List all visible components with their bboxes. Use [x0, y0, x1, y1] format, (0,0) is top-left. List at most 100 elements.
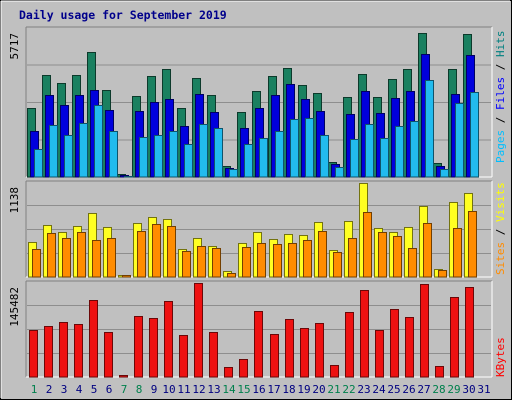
bar-kbytes [345, 312, 354, 378]
bar-sites [152, 224, 161, 278]
bar-kbytes [330, 365, 339, 378]
bar-kbytes [465, 287, 474, 378]
day-label: 15 [237, 383, 250, 396]
bar-sites [468, 211, 477, 278]
bar-pages [154, 135, 163, 178]
bar-sites [212, 248, 221, 278]
bar-kbytes [375, 330, 384, 378]
panel-kbytes: 145482 KBytes [8, 280, 507, 378]
day-label: 4 [76, 383, 83, 396]
day-label: 22 [342, 383, 355, 396]
bar-kbytes [29, 330, 38, 378]
bar-kbytes [209, 332, 218, 378]
bar-pages [199, 124, 208, 178]
bar-pages [395, 126, 404, 178]
bar-sites [167, 226, 176, 278]
day-label: 3 [61, 383, 68, 396]
bar-kbytes [390, 309, 399, 378]
bar-kbytes [450, 297, 459, 378]
bar-sites [47, 233, 56, 278]
day-label: 21 [327, 383, 340, 396]
bar-pages [290, 119, 299, 178]
day-label: 28 [432, 383, 445, 396]
day-label: 24 [372, 383, 386, 396]
bar-sites [62, 238, 71, 278]
day-label: 25 [387, 383, 400, 396]
legend-/: / [494, 222, 507, 242]
bar-sites [288, 243, 297, 278]
bar-pages [139, 137, 148, 178]
y-max-label: 5717 [8, 33, 21, 60]
day-label: 9 [151, 383, 158, 396]
legend-files: Files [494, 77, 507, 110]
bar-kbytes [179, 335, 188, 378]
bar-sites [378, 232, 387, 278]
legend-visits: Visits [494, 182, 507, 222]
bar-sites [182, 251, 191, 278]
bar-sites [303, 240, 312, 278]
bar-sites [363, 212, 372, 278]
bar-kbytes [224, 367, 233, 378]
day-label: 18 [282, 383, 295, 396]
bar-kbytes [134, 316, 143, 378]
legend: KBytes [494, 337, 507, 377]
bar-sites [197, 246, 206, 278]
panel-sites-visits: 1138 Sites / Visits [8, 180, 507, 278]
bar-kbytes [74, 324, 83, 378]
legend-sites: Sites [494, 242, 507, 275]
bar-kbytes [59, 322, 68, 378]
day-label: 16 [252, 383, 265, 396]
bar-sites [333, 252, 342, 278]
bar-sites [77, 232, 86, 278]
bar-pages [275, 131, 284, 178]
bar-pages [229, 169, 238, 178]
bar-pages [34, 149, 43, 178]
bar-pages [425, 80, 434, 178]
bar-kbytes [300, 328, 309, 378]
chart-title: Daily usage for September 2019 [19, 8, 227, 22]
bar-sites [318, 231, 327, 278]
legend: Sites / Visits [494, 182, 507, 275]
day-label: 23 [357, 383, 370, 396]
bar-pages [109, 131, 118, 178]
bar-kbytes [89, 300, 98, 378]
bar-kbytes [315, 323, 324, 378]
bar-pages [64, 135, 73, 178]
legend-/: / [494, 57, 507, 77]
bar-kbytes [239, 359, 248, 378]
bar-pages [380, 138, 389, 178]
bar-pages [305, 118, 314, 178]
day-label: 20 [312, 383, 325, 396]
legend-pages: Pages [494, 130, 507, 163]
bar-kbytes [405, 317, 414, 378]
bar-sites [453, 228, 462, 278]
bar-kbytes [420, 284, 429, 378]
bar-pages [350, 139, 359, 178]
bar-pages [169, 131, 178, 178]
y-max-label: 1138 [8, 187, 21, 214]
day-label: 12 [192, 383, 205, 396]
day-label: 2 [46, 383, 53, 396]
bar-kbytes [44, 326, 53, 378]
bar-kbytes [164, 301, 173, 378]
bar-sites [242, 247, 251, 278]
bar-pages [244, 144, 253, 178]
legend-kbytes: KBytes [494, 337, 507, 377]
bar-sites [227, 273, 236, 278]
legend-/: / [494, 110, 507, 130]
bar-sites [438, 270, 447, 278]
bar-sites [107, 238, 116, 278]
bar-pages [94, 105, 103, 178]
bar-pages [440, 169, 449, 178]
bar-pages [335, 167, 344, 178]
bar-sites [137, 231, 146, 278]
day-label: 1 [31, 383, 38, 396]
bar-pages [455, 103, 464, 178]
bar-pages [259, 138, 268, 178]
bar-pages [214, 128, 223, 178]
bar-sites [122, 275, 131, 278]
day-label: 30 [462, 383, 475, 396]
day-label: 19 [297, 383, 310, 396]
bar-sites [408, 248, 417, 278]
